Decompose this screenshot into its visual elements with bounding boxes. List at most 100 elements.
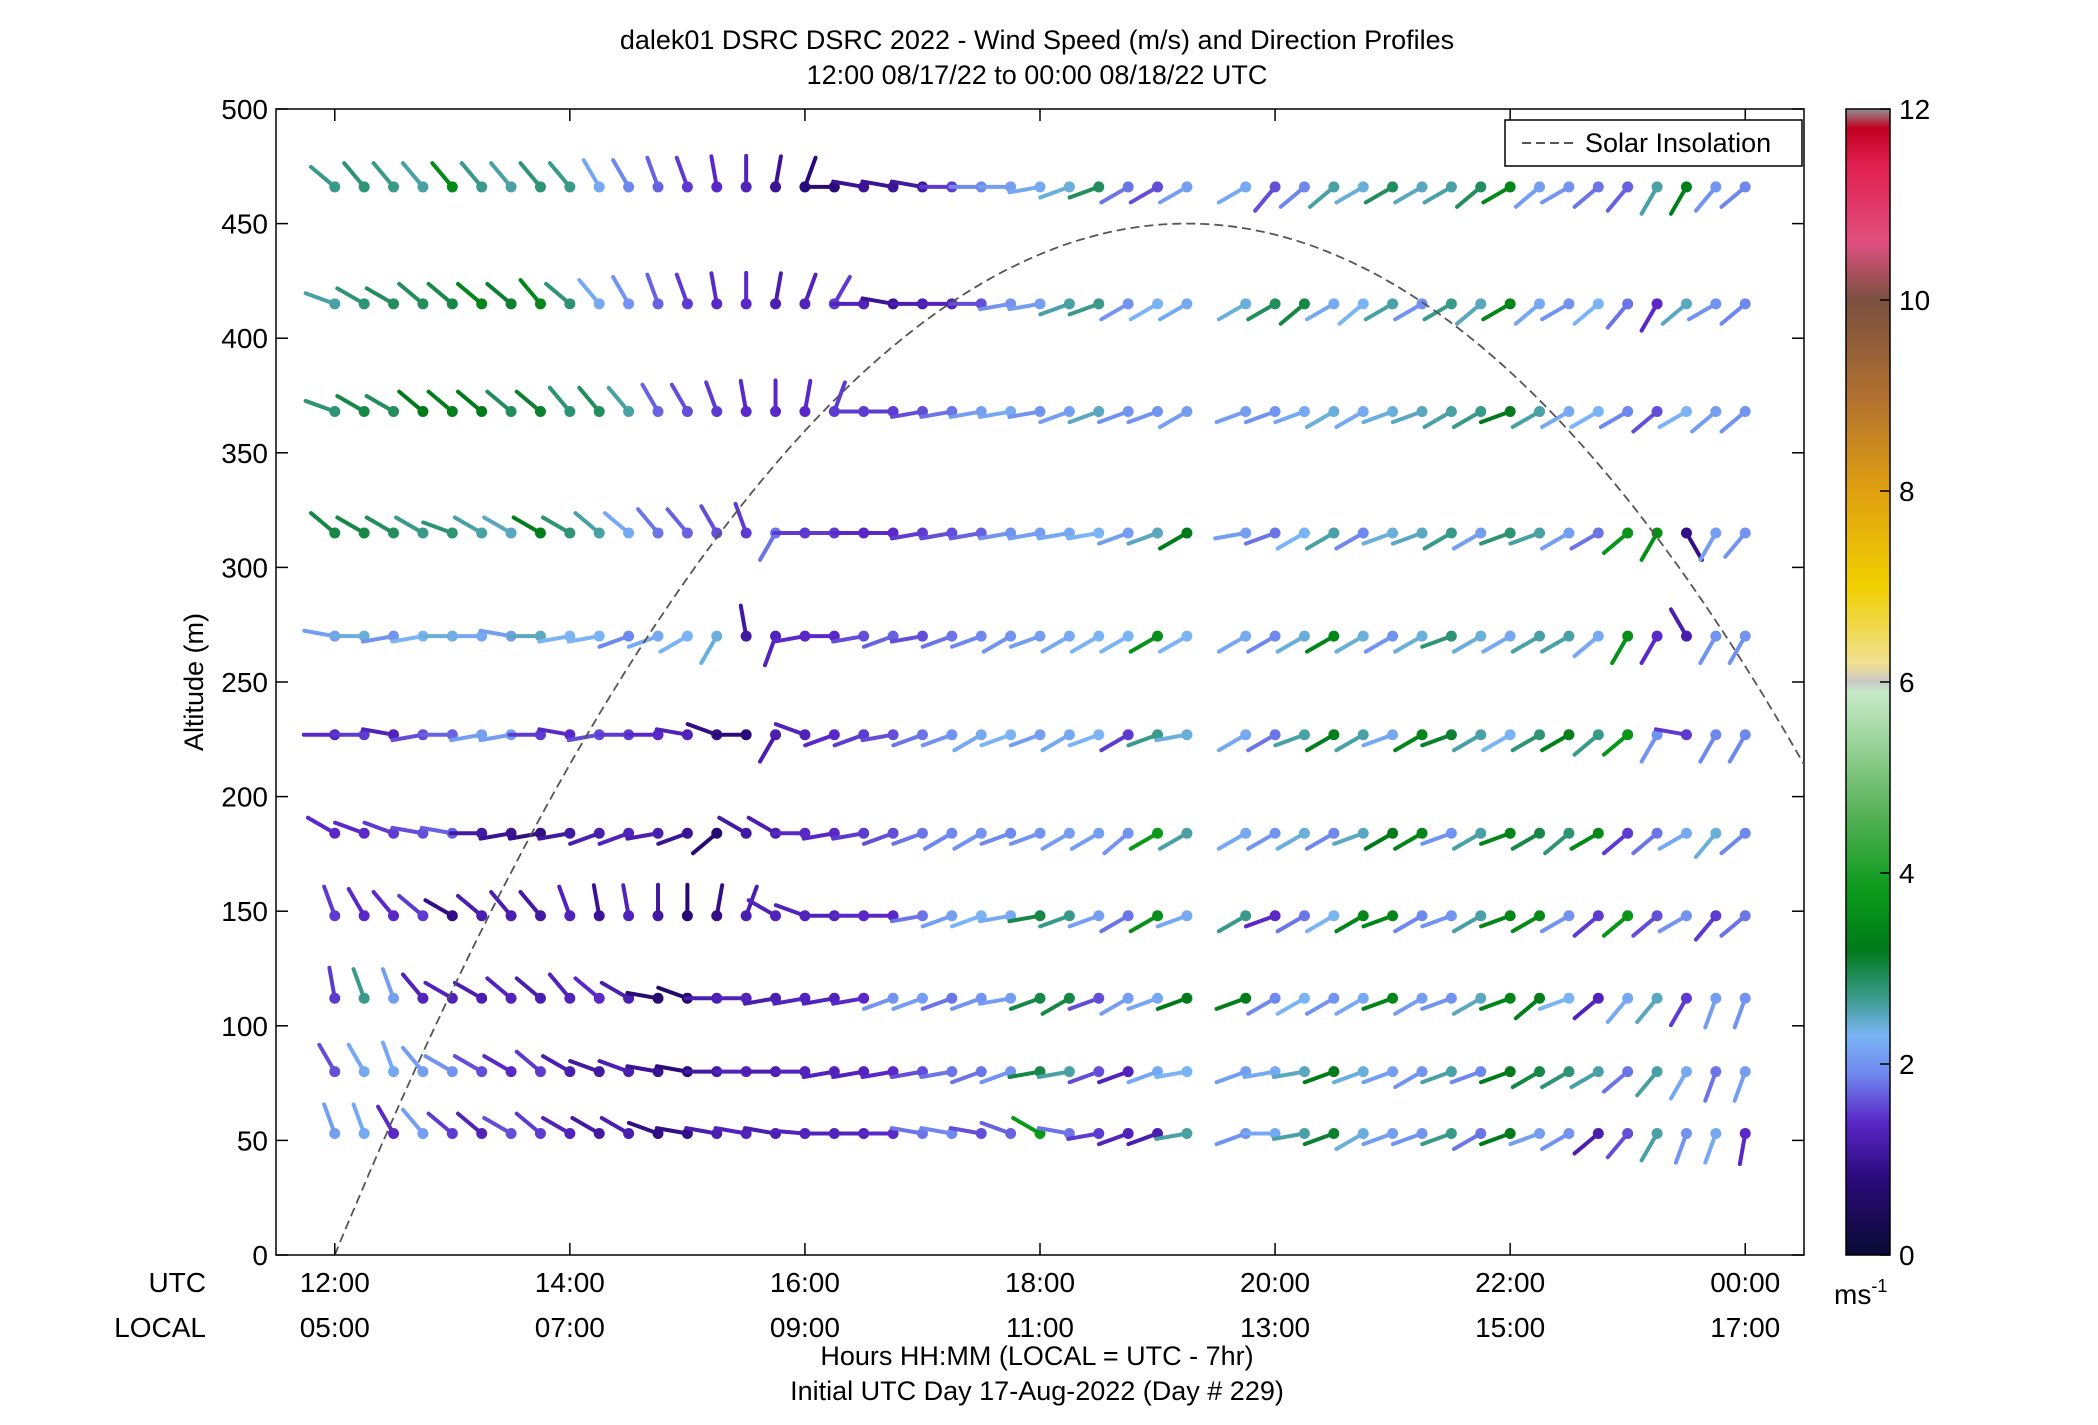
wind-barb-point [1298, 630, 1310, 642]
colorbar-tick-label: 4 [1899, 858, 1915, 889]
x-tick-label-utc: 22:00 [1475, 1267, 1545, 1298]
wind-barb-point [358, 406, 370, 418]
wind-barb-point [1269, 630, 1281, 642]
wind-barb-point [1710, 527, 1722, 539]
wind-barb-point [1093, 1128, 1105, 1140]
wind-barb-point [1475, 630, 1487, 642]
wind-barb-point [446, 1066, 458, 1078]
wind-barb-point [1181, 630, 1193, 642]
wind-barb-point [476, 1066, 488, 1078]
wind-barb-point [652, 298, 664, 310]
wind-barb-point [740, 630, 752, 642]
wind-barb-point [505, 181, 517, 193]
wind-barb-point [623, 527, 635, 539]
wind-barb-point [858, 630, 870, 642]
wind-barb-point [770, 406, 782, 418]
wind-barb-point [1269, 910, 1281, 922]
wind-barb-point [711, 630, 723, 642]
wind-barb-point [1005, 992, 1017, 1004]
wind-barb-point [1534, 406, 1546, 418]
wind-barb-point [593, 1128, 605, 1140]
wind-barb-point [975, 827, 987, 839]
colorbar-ticks: 0 2 4 6 8 10 12 [1880, 94, 1930, 1271]
wind-barb-point [1063, 630, 1075, 642]
wind-barb-point [1181, 181, 1193, 193]
wind-barb-point [1063, 729, 1075, 741]
wind-barb-point [358, 298, 370, 310]
wind-barb-point [1122, 298, 1134, 310]
wind-barb-point [681, 181, 693, 193]
x-tick-label-local: 09:00 [770, 1312, 840, 1343]
wind-barb-point [1504, 1128, 1516, 1140]
wind-barb-point [916, 729, 928, 741]
wind-barb-point [1563, 729, 1575, 741]
wind-barb-point [1269, 527, 1281, 539]
wind-barb-point [858, 827, 870, 839]
wind-barb-point [446, 181, 458, 193]
chart-subtitle: 12:00 08/17/22 to 00:00 08/18/22 UTC [807, 60, 1268, 90]
wind-barbs [301, 153, 1751, 1167]
wind-barb-point [1357, 1066, 1369, 1078]
wind-barb-point [1592, 181, 1604, 193]
wind-barb-point [1710, 181, 1722, 193]
wind-barb-point [887, 729, 899, 741]
wind-barb-point [1534, 827, 1546, 839]
wind-barb-point [1034, 827, 1046, 839]
wind-barb-point [711, 406, 723, 418]
wind-barb-point [564, 406, 576, 418]
wind-barb-point [652, 992, 664, 1004]
wind-barb-point [1534, 729, 1546, 741]
wind-barb-point [946, 630, 958, 642]
wind-barb-point [1181, 298, 1193, 310]
colorbar-tick-label: 2 [1899, 1049, 1915, 1080]
wind-barb-point [593, 630, 605, 642]
wind-barb-point [358, 1128, 370, 1140]
y-axis-label: Altitude (m) [179, 613, 209, 751]
wind-barb-point [1269, 827, 1281, 839]
wind-barb-point [329, 298, 341, 310]
wind-barb-point [1680, 406, 1692, 418]
wind-barb-point [1475, 910, 1487, 922]
colorbar-unit: ms-1 [1834, 1276, 1887, 1310]
wind-barb-point [1592, 992, 1604, 1004]
solar-insolation-line [333, 222, 1805, 1256]
wind-barb-point [1387, 910, 1399, 922]
wind-barb-point [887, 992, 899, 1004]
wind-barb-point [1093, 910, 1105, 922]
wind-barb-point [564, 992, 576, 1004]
wind-barb-point [1122, 1128, 1134, 1140]
wind-barb-point [916, 992, 928, 1004]
wind-barb-point [1445, 181, 1457, 193]
wind-barb-point [1298, 298, 1310, 310]
wind-barb-point [388, 181, 400, 193]
x-tick-label-utc: 12:00 [300, 1267, 370, 1298]
chart-footnote: Initial UTC Day 17-Aug-2022 (Day # 229) [790, 1376, 1284, 1406]
wind-barb-point [1240, 406, 1252, 418]
wind-barb-point [1475, 827, 1487, 839]
wind-barb-point [1534, 1066, 1546, 1078]
wind-barb-point [1269, 406, 1281, 418]
wind-barb-point [1152, 992, 1164, 1004]
wind-barb-point [1122, 992, 1134, 1004]
colorbar-tick-label: 0 [1899, 1240, 1915, 1271]
y-tick-label: 200 [221, 782, 268, 813]
wind-barb-point [711, 527, 723, 539]
wind-barb-point [1122, 729, 1134, 741]
wind-barb-point [1387, 1066, 1399, 1078]
wind-barb-point [1416, 910, 1428, 922]
wind-barb-point [564, 910, 576, 922]
wind-barb-point [681, 729, 693, 741]
x-tick-label-local: 11:00 [1006, 1312, 1074, 1343]
wind-barb-point [1152, 827, 1164, 839]
wind-barb-point [1504, 181, 1516, 193]
wind-barb-point [446, 1128, 458, 1140]
solar-insolation-curve [333, 222, 1805, 1256]
wind-barb-point [1710, 406, 1722, 418]
wind-barb-point [1328, 910, 1340, 922]
wind-barb-point [1592, 527, 1604, 539]
wind-barb-point [1710, 729, 1722, 741]
wind-barb-point [1387, 992, 1399, 1004]
wind-barb-point [1269, 729, 1281, 741]
wind-barb-point [388, 406, 400, 418]
wind-barb-point [564, 827, 576, 839]
